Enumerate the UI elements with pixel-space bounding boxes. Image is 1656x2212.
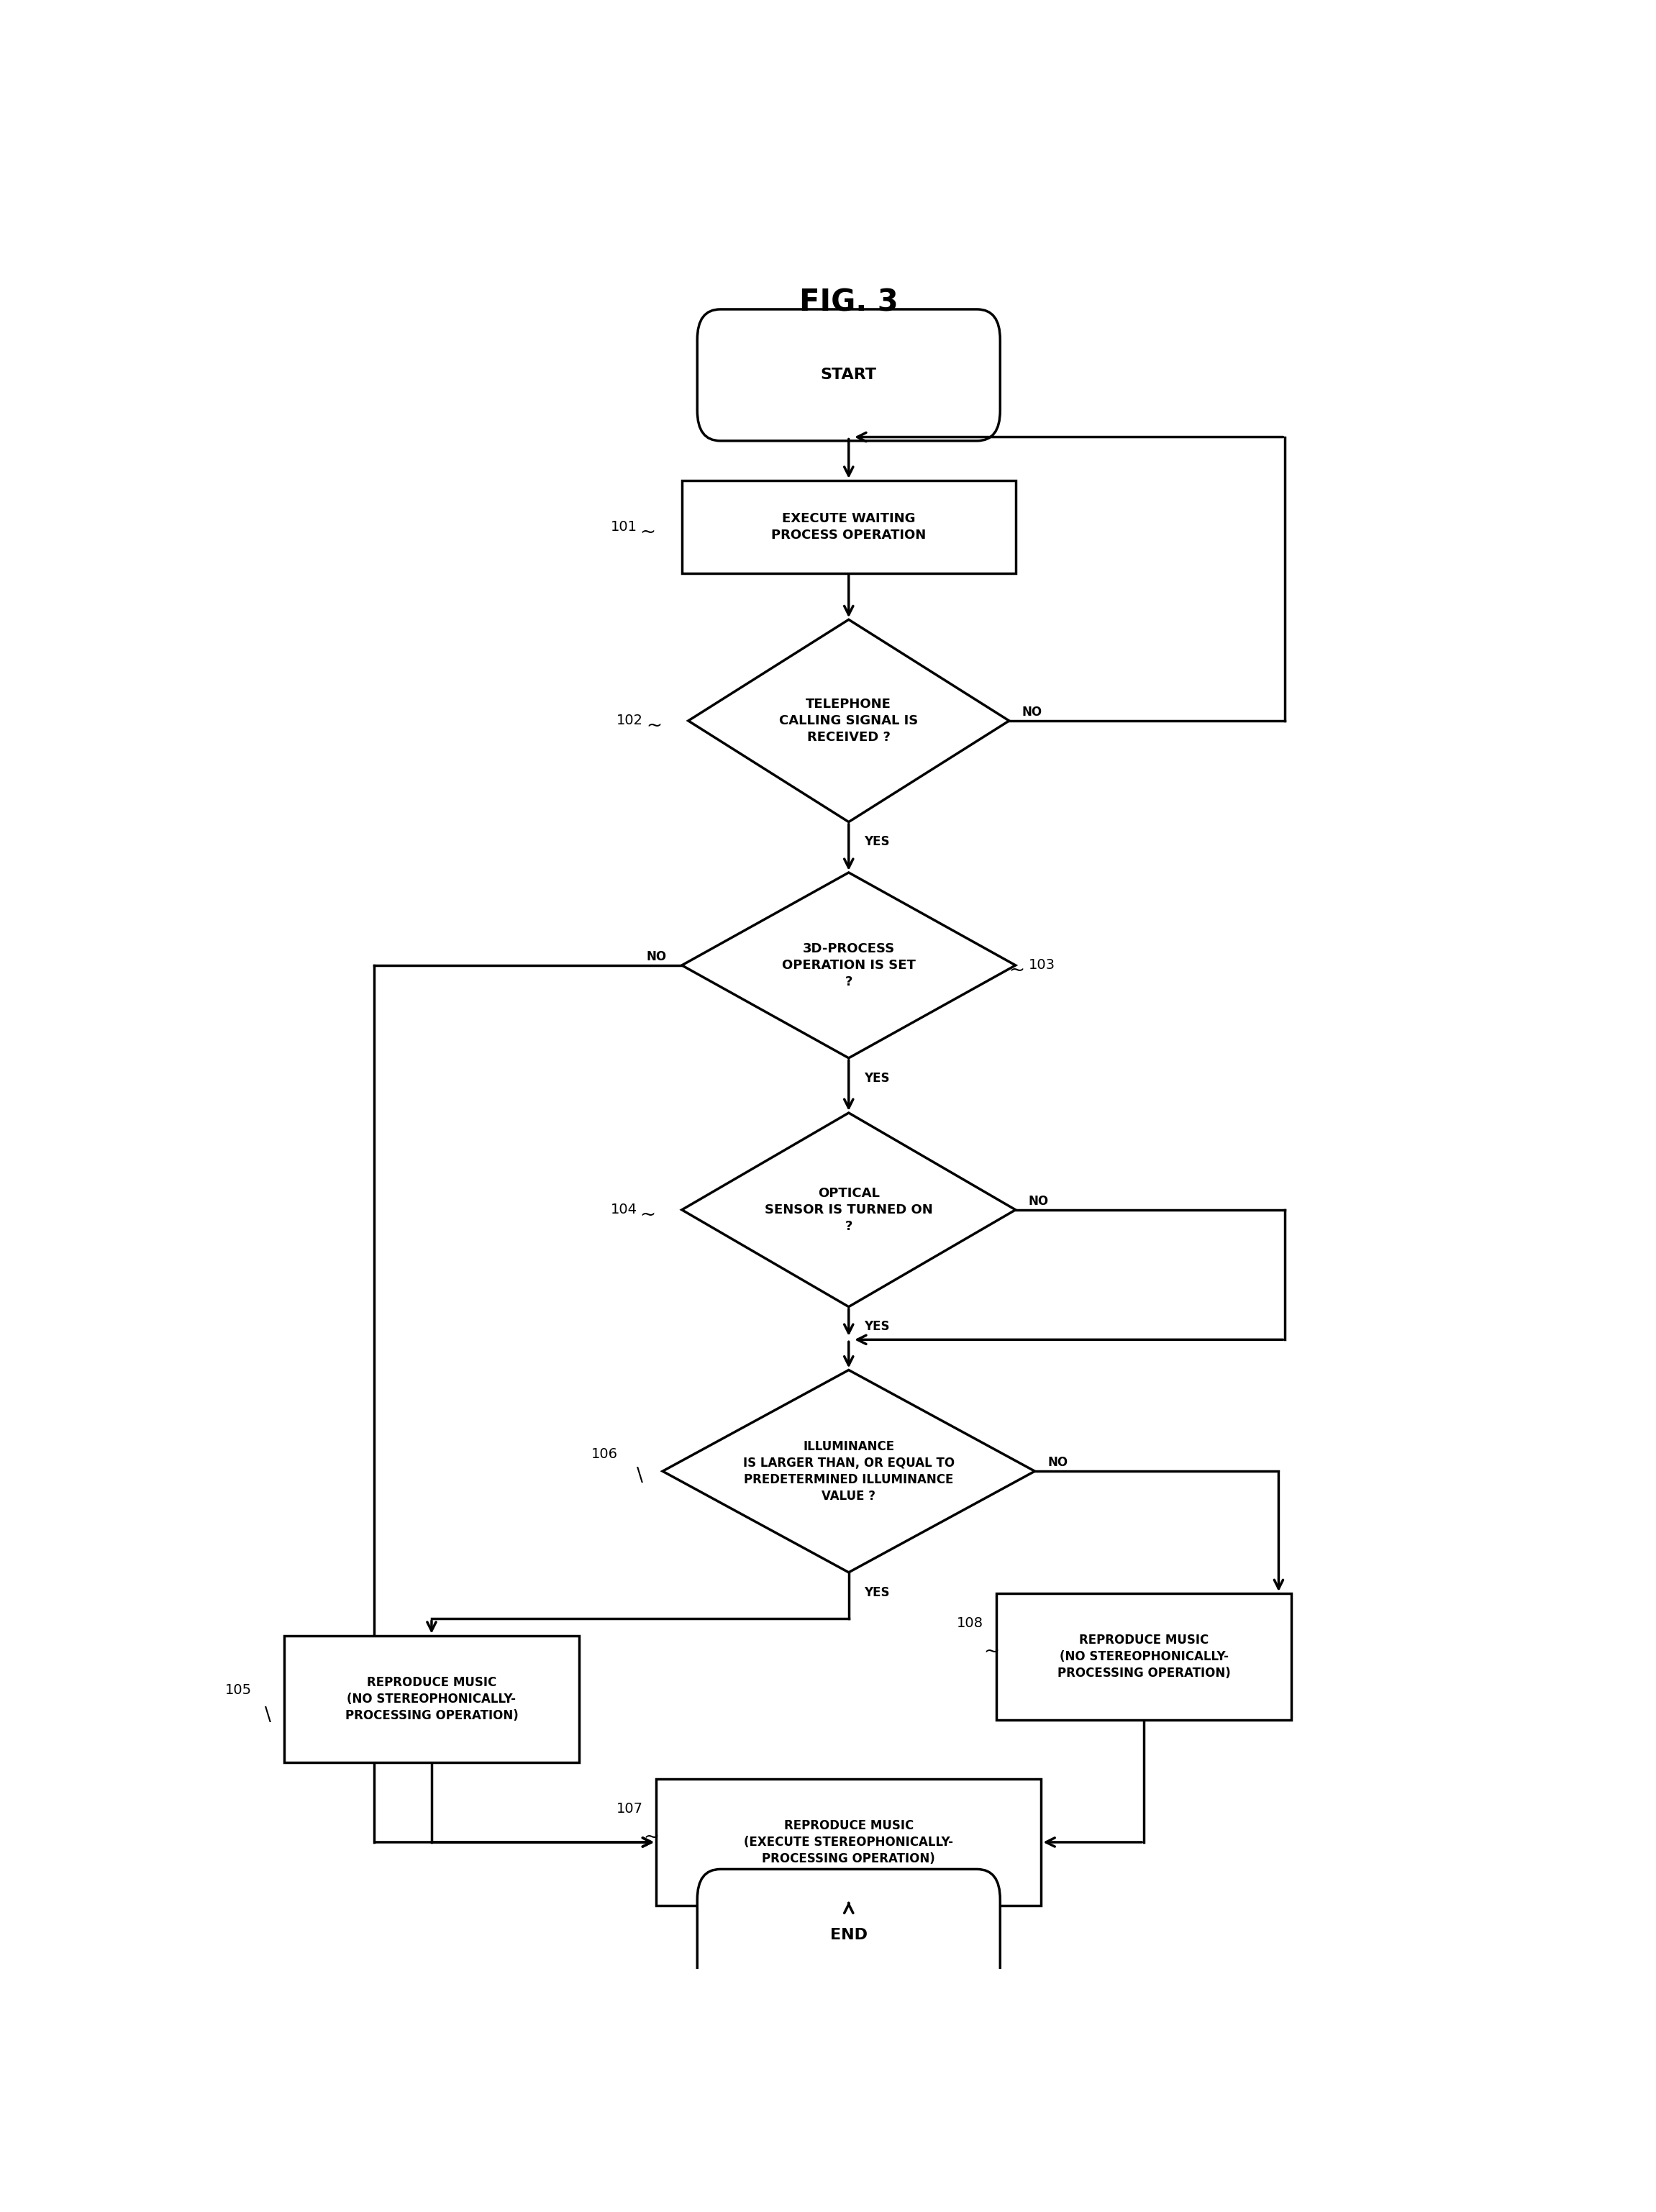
Text: END: END xyxy=(830,1929,868,1942)
Text: YES: YES xyxy=(864,1586,889,1599)
Bar xyxy=(682,480,1015,573)
Text: TELEPHONE
CALLING SIGNAL IS
RECEIVED ?: TELEPHONE CALLING SIGNAL IS RECEIVED ? xyxy=(780,697,917,743)
Text: 107: 107 xyxy=(616,1801,643,1816)
Text: OPTICAL
SENSOR IS TURNED ON
?: OPTICAL SENSOR IS TURNED ON ? xyxy=(765,1188,932,1232)
Text: NO: NO xyxy=(646,951,666,964)
Text: ~: ~ xyxy=(643,1827,659,1847)
Text: 101: 101 xyxy=(611,520,638,533)
Polygon shape xyxy=(682,872,1015,1057)
Text: REPRODUCE MUSIC
(NO STEREOPHONICALLY-
PROCESSING OPERATION): REPRODUCE MUSIC (NO STEREOPHONICALLY- PR… xyxy=(344,1677,518,1721)
Text: EXECUTE WAITING
PROCESS OPERATION: EXECUTE WAITING PROCESS OPERATION xyxy=(772,513,926,542)
Text: 104: 104 xyxy=(611,1203,638,1217)
Bar xyxy=(656,1778,1042,1905)
Polygon shape xyxy=(662,1369,1035,1573)
Text: 103: 103 xyxy=(1028,958,1055,971)
FancyBboxPatch shape xyxy=(697,1869,1000,2000)
Text: ILLUMINANCE
IS LARGER THAN, OR EQUAL TO
PREDETERMINED ILLUMINANCE
VALUE ?: ILLUMINANCE IS LARGER THAN, OR EQUAL TO … xyxy=(744,1440,954,1502)
Text: 108: 108 xyxy=(957,1617,984,1630)
Text: ~: ~ xyxy=(639,522,656,542)
Text: ~: ~ xyxy=(984,1641,999,1661)
Text: NO: NO xyxy=(1022,706,1042,719)
Text: \: \ xyxy=(638,1467,643,1486)
Text: YES: YES xyxy=(864,836,889,849)
Text: 3D-PROCESS
OPERATION IS SET
?: 3D-PROCESS OPERATION IS SET ? xyxy=(782,942,916,989)
FancyBboxPatch shape xyxy=(697,310,1000,440)
Text: NO: NO xyxy=(1028,1194,1048,1208)
Bar xyxy=(285,1635,580,1763)
Text: YES: YES xyxy=(864,1071,889,1084)
Text: 106: 106 xyxy=(591,1447,618,1462)
Text: 105: 105 xyxy=(225,1683,252,1697)
Text: ~: ~ xyxy=(646,717,662,734)
Text: YES: YES xyxy=(864,1321,889,1334)
Text: ~: ~ xyxy=(1009,960,1025,980)
Text: START: START xyxy=(821,367,876,383)
Text: NO: NO xyxy=(1048,1455,1068,1469)
Polygon shape xyxy=(682,1113,1015,1307)
Text: 102: 102 xyxy=(616,714,643,728)
Text: REPRODUCE MUSIC
(EXECUTE STEREOPHONICALLY-
PROCESSING OPERATION): REPRODUCE MUSIC (EXECUTE STEREOPHONICALL… xyxy=(744,1818,954,1865)
Polygon shape xyxy=(689,619,1009,823)
Text: FIG. 3: FIG. 3 xyxy=(800,288,898,319)
Text: REPRODUCE MUSIC
(NO STEREOPHONICALLY-
PROCESSING OPERATION): REPRODUCE MUSIC (NO STEREOPHONICALLY- PR… xyxy=(1057,1635,1230,1679)
Bar xyxy=(997,1593,1292,1721)
Text: ~: ~ xyxy=(639,1206,656,1223)
Text: \: \ xyxy=(265,1705,272,1725)
